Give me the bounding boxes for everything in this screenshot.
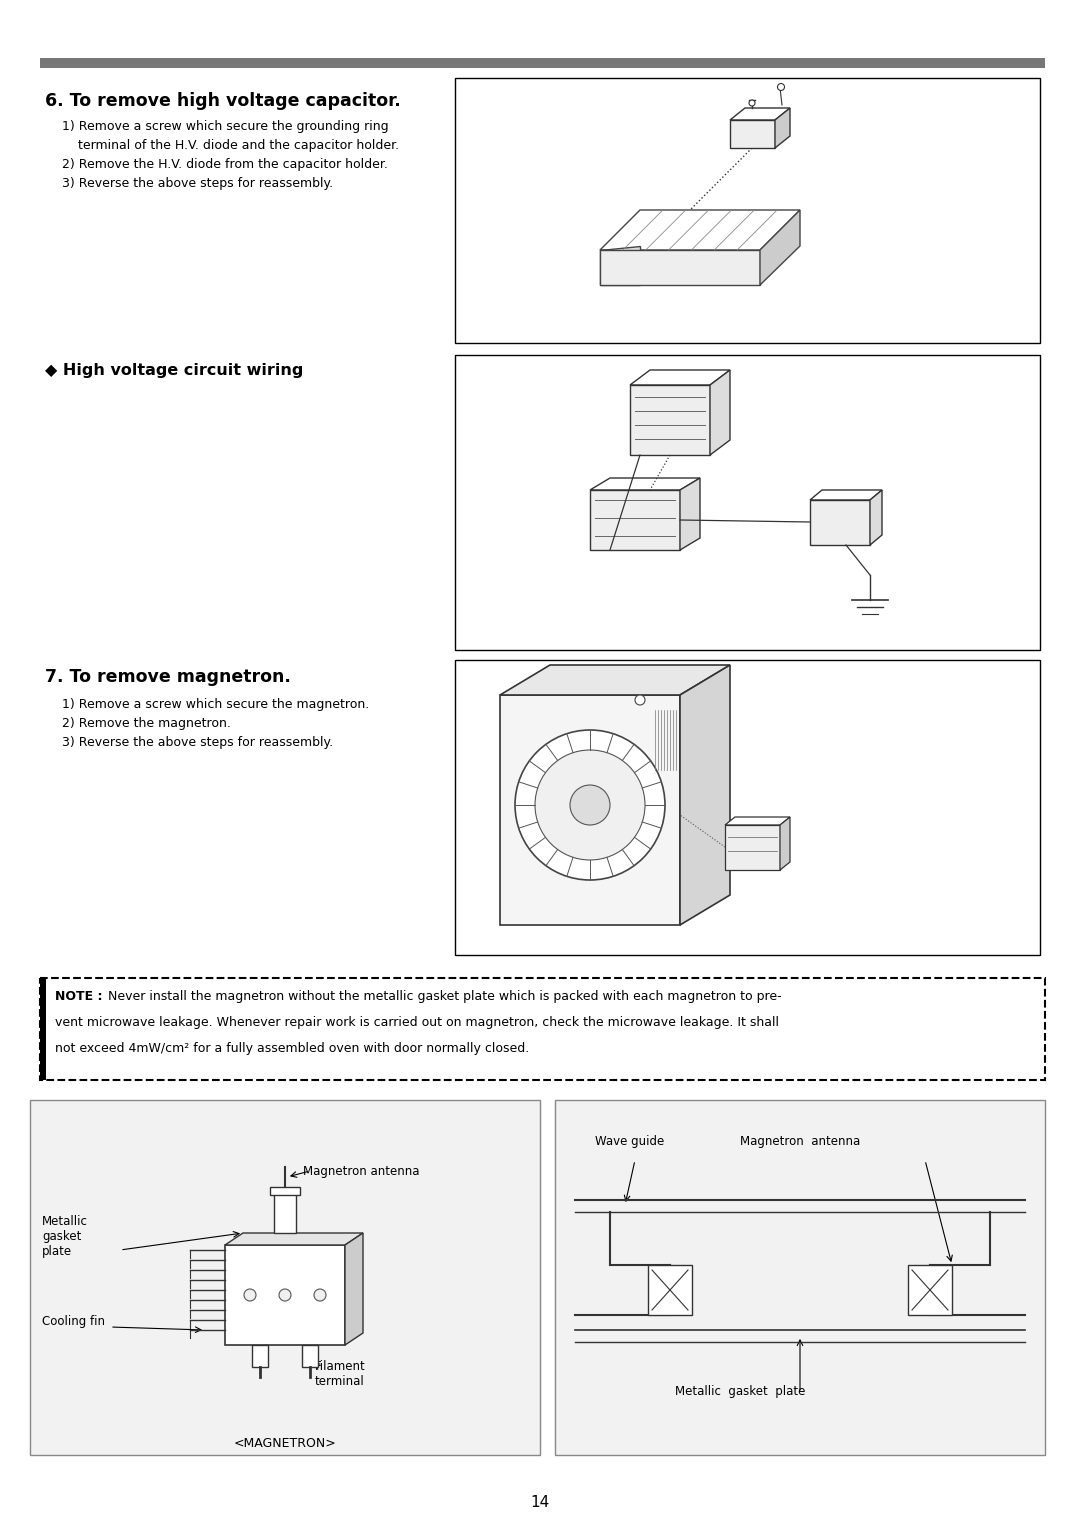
- Bar: [302, 1345, 318, 1368]
- Circle shape: [750, 99, 755, 105]
- Polygon shape: [710, 370, 730, 455]
- Text: 1) Remove a screw which secure the grounding ring: 1) Remove a screw which secure the groun…: [62, 121, 389, 133]
- Text: 2) Remove the magnetron.: 2) Remove the magnetron.: [62, 717, 231, 730]
- Bar: [455, 354, 1040, 649]
- Bar: [40, 978, 1045, 1080]
- Text: Magnetron  antenna: Magnetron antenna: [740, 1135, 861, 1148]
- Polygon shape: [345, 1233, 363, 1345]
- Polygon shape: [810, 490, 882, 500]
- Text: Magnetron antenna: Magnetron antenna: [303, 1164, 419, 1178]
- Text: terminal: terminal: [315, 1375, 365, 1387]
- Polygon shape: [600, 209, 800, 251]
- Bar: [555, 1100, 1045, 1455]
- Text: 2) Remove the H.V. diode from the capacitor holder.: 2) Remove the H.V. diode from the capaci…: [62, 157, 388, 171]
- Polygon shape: [780, 817, 789, 869]
- Polygon shape: [590, 478, 700, 490]
- Bar: [252, 1345, 268, 1368]
- Text: ◆ High voltage circuit wiring: ◆ High voltage circuit wiring: [45, 364, 303, 377]
- Text: terminal of the H.V. diode and the capacitor holder.: terminal of the H.V. diode and the capac…: [62, 139, 400, 151]
- Circle shape: [314, 1290, 326, 1300]
- Circle shape: [570, 785, 610, 825]
- Polygon shape: [600, 246, 640, 286]
- Polygon shape: [600, 251, 760, 286]
- Polygon shape: [760, 209, 800, 286]
- Circle shape: [535, 750, 645, 860]
- Bar: [270, 1187, 300, 1195]
- Circle shape: [778, 84, 784, 90]
- Polygon shape: [725, 825, 780, 869]
- Text: 6. To remove high voltage capacitor.: 6. To remove high voltage capacitor.: [45, 92, 401, 110]
- Polygon shape: [810, 500, 870, 545]
- Bar: [648, 1265, 692, 1316]
- Polygon shape: [680, 665, 730, 924]
- Text: vent microwave leakage. Whenever repair work is carried out on magnetron, check : vent microwave leakage. Whenever repair …: [55, 1016, 779, 1028]
- Circle shape: [244, 1290, 256, 1300]
- Text: 14: 14: [530, 1494, 550, 1510]
- Polygon shape: [500, 695, 680, 924]
- Polygon shape: [225, 1233, 363, 1245]
- Text: Never install the magnetron without the metallic gasket plate which is packed wi: Never install the magnetron without the …: [108, 990, 782, 1002]
- Polygon shape: [630, 370, 730, 385]
- Bar: [455, 660, 1040, 955]
- Text: Wave guide: Wave guide: [595, 1135, 664, 1148]
- Bar: [30, 1100, 540, 1455]
- Text: 7. To remove magnetron.: 7. To remove magnetron.: [45, 668, 291, 686]
- Polygon shape: [775, 108, 789, 148]
- Text: not exceed 4mW/cm² for a fully assembled oven with door normally closed.: not exceed 4mW/cm² for a fully assembled…: [55, 1042, 529, 1054]
- Text: NOTE :: NOTE :: [55, 990, 103, 1002]
- Polygon shape: [730, 121, 775, 148]
- Polygon shape: [590, 490, 680, 550]
- Text: plate: plate: [42, 1245, 72, 1258]
- Polygon shape: [500, 665, 730, 695]
- Circle shape: [279, 1290, 291, 1300]
- Polygon shape: [730, 108, 789, 121]
- Text: 3) Reverse the above steps for reassembly.: 3) Reverse the above steps for reassembl…: [62, 177, 333, 189]
- Polygon shape: [870, 490, 882, 545]
- Text: Filament: Filament: [315, 1360, 366, 1374]
- Text: 1) Remove a screw which secure the magnetron.: 1) Remove a screw which secure the magne…: [62, 698, 369, 711]
- Polygon shape: [630, 385, 710, 455]
- Polygon shape: [680, 478, 700, 550]
- Circle shape: [635, 695, 645, 704]
- Bar: [40, 58, 1045, 69]
- Text: Metallic: Metallic: [42, 1215, 87, 1229]
- Bar: [908, 1265, 951, 1316]
- Bar: [40, 978, 46, 1080]
- Text: Metallic  gasket  plate: Metallic gasket plate: [675, 1384, 806, 1398]
- Text: gasket: gasket: [42, 1230, 81, 1242]
- Bar: [274, 1193, 296, 1233]
- Bar: [225, 1245, 345, 1345]
- Text: <MAGNETRON>: <MAGNETRON>: [233, 1436, 336, 1450]
- Text: Cooling fin: Cooling fin: [42, 1316, 105, 1328]
- Bar: [455, 78, 1040, 342]
- Polygon shape: [725, 817, 789, 825]
- Text: 3) Reverse the above steps for reassembly.: 3) Reverse the above steps for reassembl…: [62, 736, 333, 749]
- Circle shape: [515, 730, 665, 880]
